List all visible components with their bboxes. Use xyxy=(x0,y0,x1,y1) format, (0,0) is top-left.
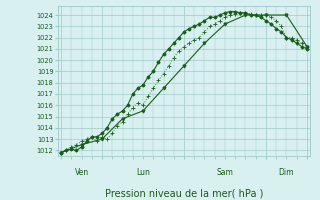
Text: Lun: Lun xyxy=(136,168,150,177)
Text: Pression niveau de la mer( hPa ): Pression niveau de la mer( hPa ) xyxy=(105,189,263,199)
Text: Dim: Dim xyxy=(279,168,294,177)
Text: Ven: Ven xyxy=(75,168,89,177)
Text: Sam: Sam xyxy=(217,168,233,177)
